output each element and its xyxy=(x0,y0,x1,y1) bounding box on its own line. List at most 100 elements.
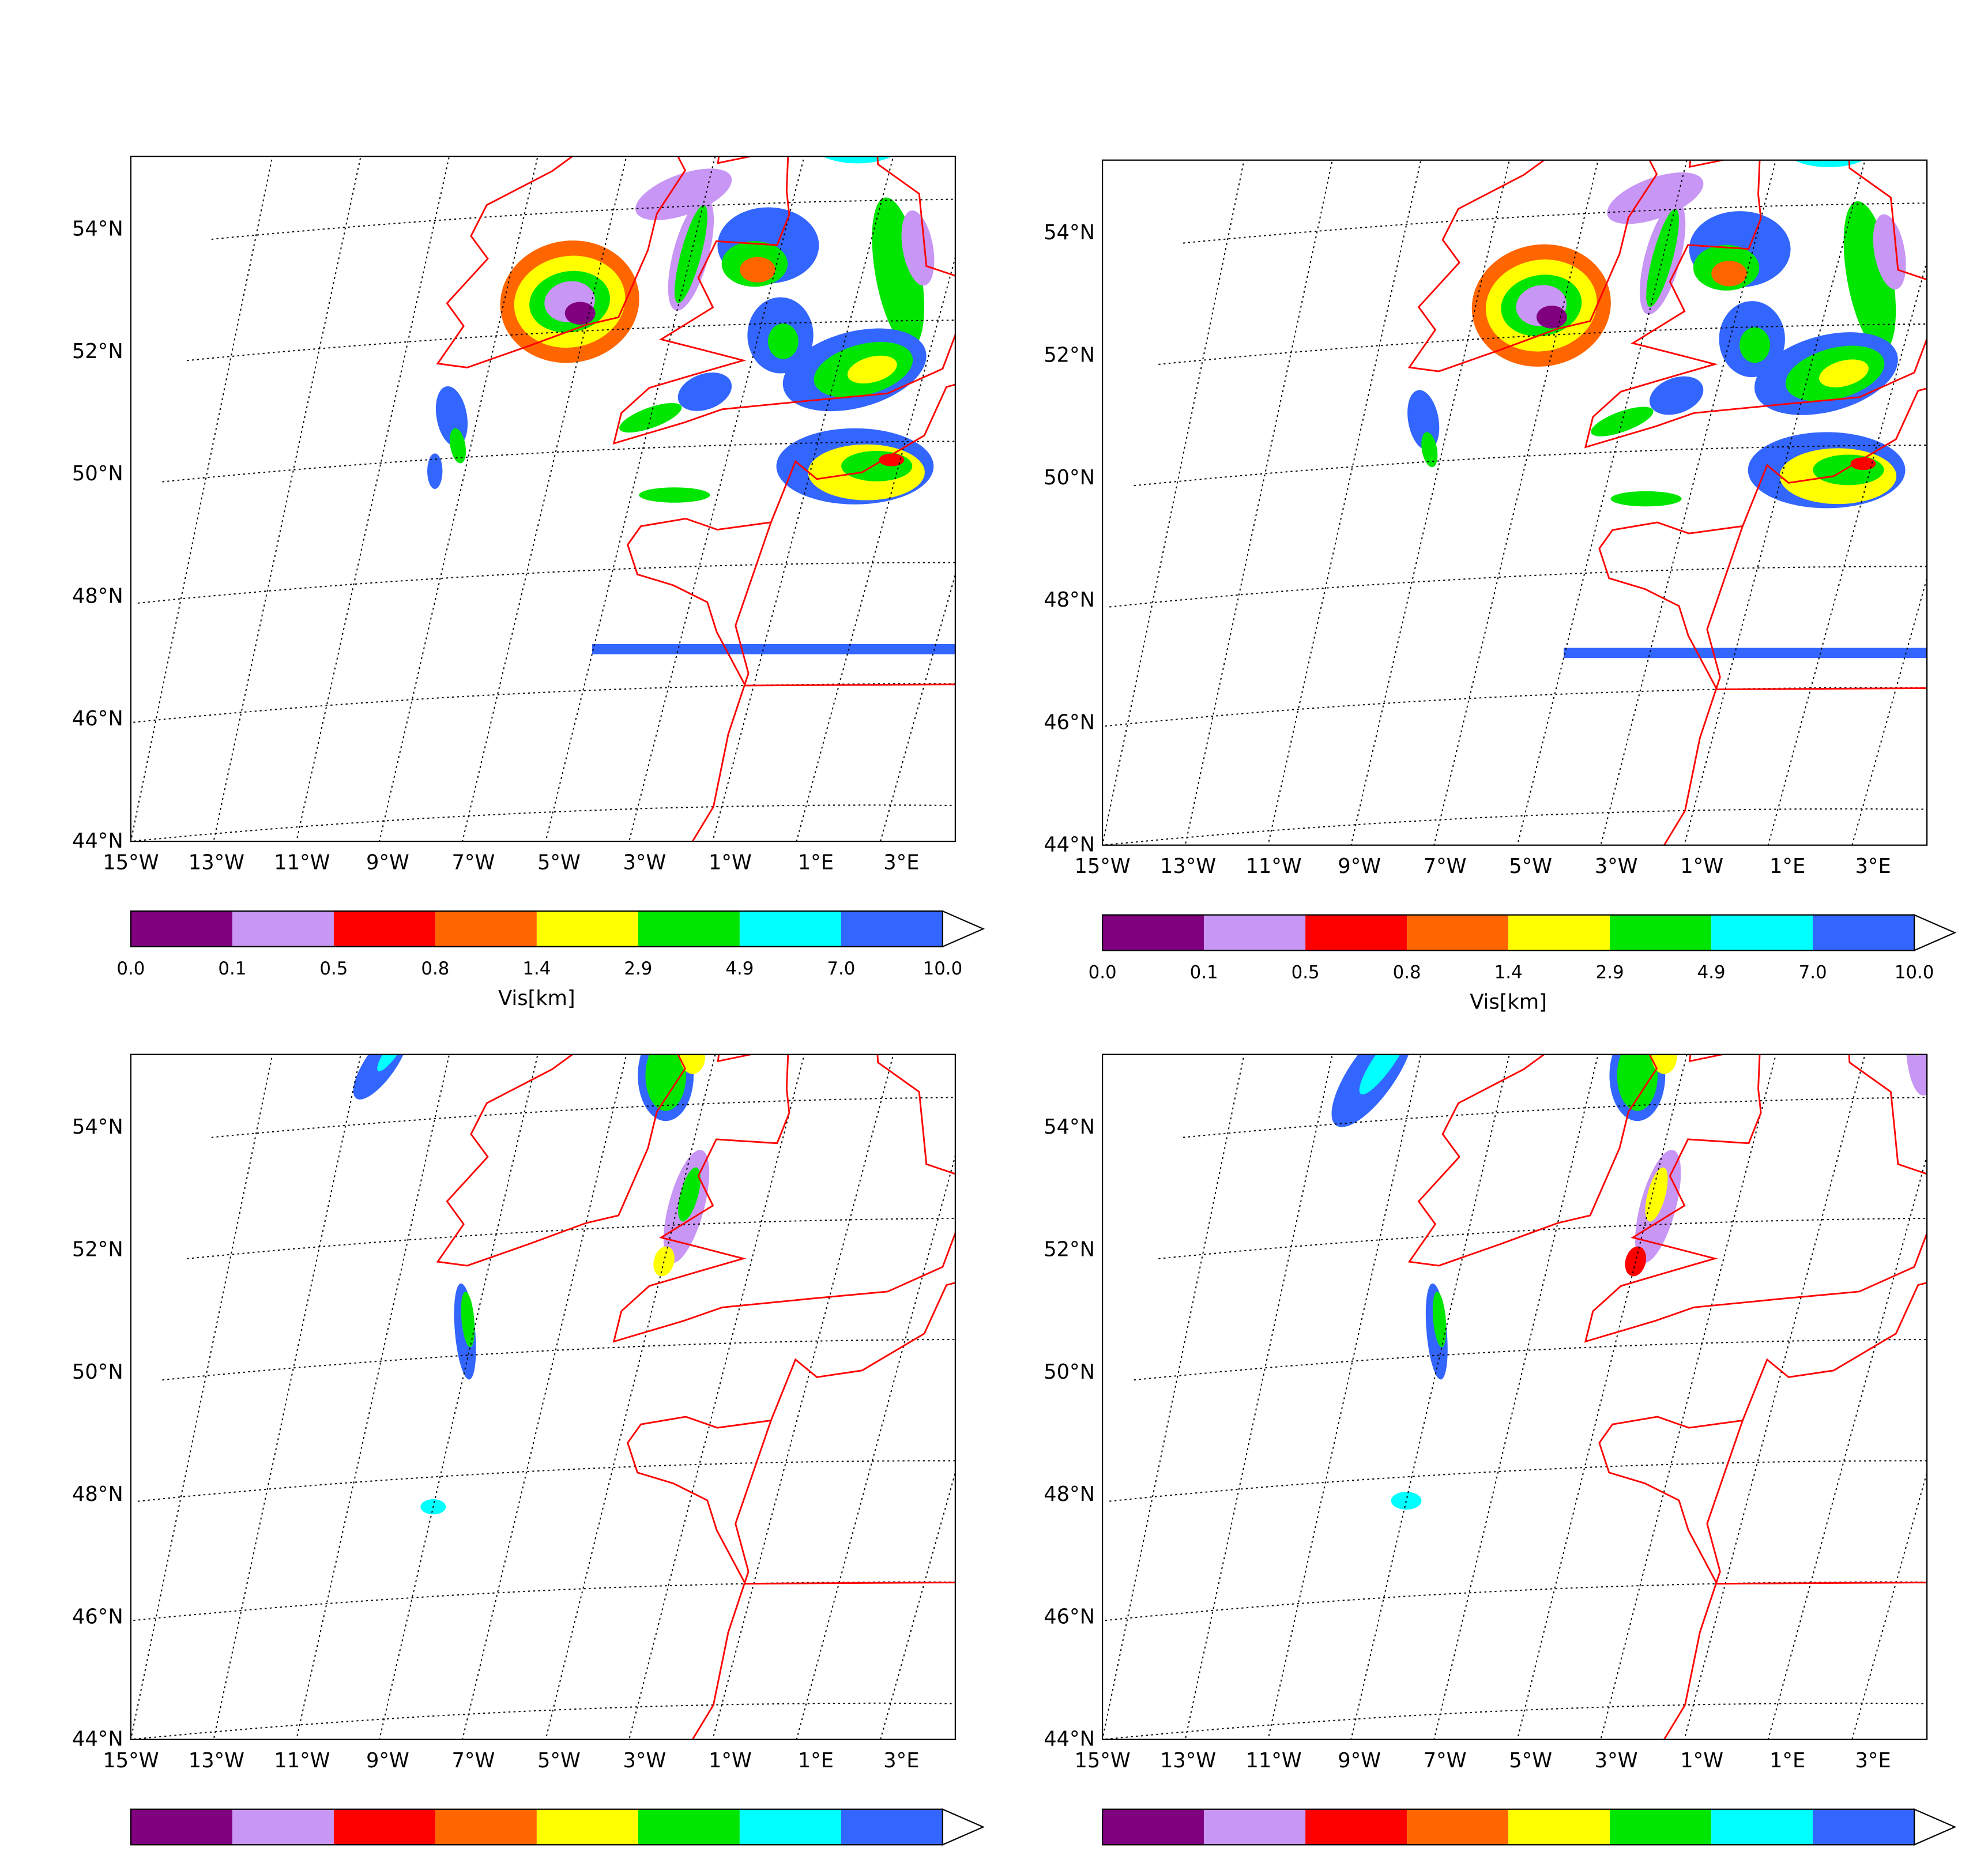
top-left-fog-patch-11 xyxy=(822,156,893,164)
bottom-right-parallel-54 xyxy=(1183,1097,1927,1138)
bottom-right-lat-label: 46°N xyxy=(1044,1605,1095,1628)
bottom-right-lon-label: 3°W xyxy=(1595,1749,1638,1773)
bottom-left-coastline-ireland xyxy=(436,1054,686,1267)
bottom-left-meridian--9 xyxy=(379,1054,539,1740)
top-left-colorbar-tick-label: 10.0 xyxy=(923,958,963,979)
top-left-colorbar-frame xyxy=(130,910,944,947)
top-left-meridian--9 xyxy=(379,156,539,842)
bottom-right-frame xyxy=(1102,1053,1928,1740)
bottom-left-colorbar-tick-label: 1.4 xyxy=(522,1857,551,1859)
top-right-colorbar-tick-label: 0.5 xyxy=(1292,962,1320,983)
top-right-colorbar-extend-arrow xyxy=(1914,914,1957,951)
bottom-left-fog-patch-8 xyxy=(870,980,941,1036)
bottom-right-colorbar-swatch xyxy=(1508,1809,1610,1845)
bottom-left-colorbar-swatch xyxy=(638,1809,740,1845)
top-left-fog-patch-7 xyxy=(674,205,707,303)
bottom-right-fog-patch-12 xyxy=(1432,1292,1447,1348)
bottom-right-map-background xyxy=(1102,1054,1927,1740)
bottom-right-meridian--7 xyxy=(1433,1054,1599,1740)
bottom-left-coastline-france xyxy=(627,1282,955,1585)
top-right-colorbar-swatch xyxy=(1508,915,1610,951)
bottom-left-colorbar-tick-label: 10.0 xyxy=(923,1857,963,1859)
top-left-lon-label: 1°W xyxy=(709,851,752,875)
top-left-fog-patch-20 xyxy=(677,372,732,411)
bottom-right-lon-label: 3°E xyxy=(1855,1749,1891,1773)
bottom-left-lon-label: 13°W xyxy=(189,1749,244,1773)
top-left-fog-patch-4 xyxy=(564,302,596,325)
top-right-fog-patch-4 xyxy=(1536,306,1567,329)
top-right-meridian--15 xyxy=(1102,160,1245,845)
top-left-colorbar-swatch xyxy=(536,911,638,947)
bottom-right-colorbar-extend-arrow xyxy=(1914,1808,1957,1846)
top-left-colorbar-tick-label: 0.8 xyxy=(421,958,449,979)
bottom-left-colorbar-frame xyxy=(130,1808,944,1846)
top-left-fog-patch-5 xyxy=(635,168,732,220)
top-left-lat-label: 48°N xyxy=(72,585,123,608)
bottom-left-lon-label: 3°W xyxy=(623,1749,667,1773)
bottom-right-lon-label: 13°W xyxy=(1160,1749,1216,1773)
top-right-lon-label: 11°W xyxy=(1246,855,1302,878)
bottom-right-colorbar-frame xyxy=(1102,1808,1915,1846)
top-left-colorbar-tick-label: 2.9 xyxy=(624,958,652,979)
top-right-colorbar-tick-label: 7.0 xyxy=(1799,962,1827,983)
top-left-fog-patch-16 xyxy=(901,210,935,286)
bottom-right-colorbar-swatch xyxy=(1711,1809,1813,1845)
top-right-colorbar-swatch xyxy=(1204,915,1306,951)
top-right-colorbar-tick-label: 2.9 xyxy=(1596,962,1624,983)
bottom-right-colorbar-swatch xyxy=(1102,1809,1204,1845)
top-left-panel: 15°W 13°W 11°W 9°W 7°W 5°W 3°W 1°W 1°E 3°E 44°N 46°… xyxy=(72,156,985,1010)
bottom-left-lon-label: 7°W xyxy=(452,1749,495,1773)
bottom-right-parallel-52 xyxy=(1158,1217,1927,1259)
top-left-parallel-54 xyxy=(211,198,955,240)
top-left-meridian--7 xyxy=(462,156,627,842)
bottom-left-lat-label: 46°N xyxy=(72,1605,123,1628)
bottom-right-colorbar-tick-label: 2.9 xyxy=(1596,1857,1624,1859)
bottom-right-fog-patch-6 xyxy=(1645,1167,1668,1222)
top-right-fog-patch-16 xyxy=(1873,214,1906,289)
bottom-right-colorbar-tick-label: 0.5 xyxy=(1292,1857,1320,1859)
bottom-left-colorbar-tick-label: 0.8 xyxy=(421,1857,449,1859)
top-right-meridian--1 xyxy=(1684,160,1866,845)
top-right-lat-label: 44°N xyxy=(1044,833,1095,857)
bottom-left-colorbar-tick-label: 0.0 xyxy=(116,1857,145,1859)
top-left-fog-patch-25 xyxy=(879,453,905,466)
top-left-lon-label: 13°W xyxy=(189,851,244,875)
bottom-left-parallel-48 xyxy=(137,1460,955,1502)
top-left-colorbar-swatch xyxy=(739,911,841,947)
top-left-lon-label: 5°W xyxy=(537,851,581,875)
bottom-left-coastline-britain xyxy=(612,1054,955,1343)
top-right-fog-patch-14 xyxy=(1739,327,1770,363)
top-left-lon-label: 1°E xyxy=(798,851,834,875)
top-right-lon-label: 13°W xyxy=(1160,855,1216,878)
top-left-lon-label: 11°W xyxy=(274,851,330,875)
bottom-right-coastline-ireland xyxy=(1407,1054,1658,1267)
bottom-left-colorbar-tick-label: 0.1 xyxy=(218,1857,246,1859)
bottom-left-colorbar-tick-label: 2.9 xyxy=(624,1857,652,1859)
bottom-right-meridian--1 xyxy=(1684,1054,1866,1740)
top-left-lon-label: 7°W xyxy=(452,851,495,875)
top-right-colorbar-tick-label: 1.4 xyxy=(1494,962,1523,983)
bottom-left-colorbar-swatch xyxy=(536,1809,638,1845)
top-left-lat-label: 44°N xyxy=(72,829,123,853)
bottom-left-lon-label: 15°W xyxy=(103,1749,159,1773)
bottom-left-colorbar-swatch xyxy=(739,1809,841,1845)
top-left-colorbar-tick-label: 0.5 xyxy=(319,958,348,979)
top-left-parallel-48 xyxy=(137,562,955,604)
bottom-right-panel: 15°W 13°W 11°W 9°W 7°W 5°W 3°W 1°W 1°E 3°E 44°N 46°… xyxy=(1044,1053,1957,1859)
bottom-left-colorbar-swatch xyxy=(130,1809,232,1845)
bottom-left-fog-patch-4 xyxy=(680,1054,706,1074)
bottom-left-frame xyxy=(130,1053,957,1740)
top-left-colorbar-title: Vis[km] xyxy=(498,987,575,1010)
top-right-colorbar-swatch xyxy=(1305,915,1407,951)
top-right-lon-label: 7°W xyxy=(1424,855,1467,878)
top-right-lon-label: 1°W xyxy=(1680,855,1723,878)
top-right-colorbar-swatch xyxy=(1102,915,1204,951)
top-right-meridian-5 xyxy=(1929,21,1988,870)
top-right-parallel-54 xyxy=(1183,202,1927,244)
bottom-right-lat-label: 44°N xyxy=(1044,1728,1095,1751)
top-left-coastline-britain xyxy=(612,156,955,445)
top-right-frame xyxy=(1102,159,1928,846)
bottom-right-lon-label: 7°W xyxy=(1424,1749,1467,1773)
bottom-right-lon-label: 1°E xyxy=(1769,1749,1805,1773)
